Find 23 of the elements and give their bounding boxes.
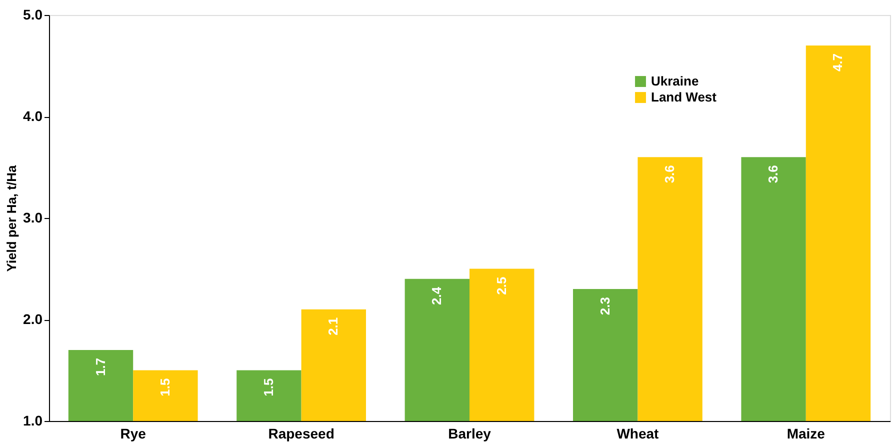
y-tick-label: 4.0 (23, 108, 43, 124)
data-label: 1.7 (92, 358, 108, 376)
y-tick-label: 3.0 (23, 210, 43, 226)
data-label: 2.1 (326, 317, 341, 336)
data-label: 4.7 (830, 53, 846, 72)
legend-label: Land West (651, 90, 718, 104)
x-tick-label: Rye (120, 426, 146, 442)
x-tick-label: Rapeseed (268, 426, 334, 442)
x-tick-label: Wheat (616, 426, 660, 442)
y-tick-label: 2.0 (23, 311, 43, 327)
legend-label: Ukraine (651, 74, 699, 88)
y-axis-title: Yield per Ha, t/Ha (4, 164, 20, 272)
data-label: 2.3 (597, 297, 612, 316)
data-label: 3.6 (662, 165, 678, 184)
x-tick-label: Barley (448, 426, 492, 442)
y-tick-label: 1.0 (23, 412, 43, 428)
data-label: 1.5 (157, 378, 172, 396)
data-label: 2.5 (494, 276, 509, 295)
data-label: 1.5 (260, 378, 276, 396)
data-label: 3.6 (766, 165, 781, 184)
data-label: 2.4 (429, 286, 444, 305)
y-tick-label: 5.0 (23, 6, 43, 22)
x-tick-label: Maize (786, 426, 826, 442)
